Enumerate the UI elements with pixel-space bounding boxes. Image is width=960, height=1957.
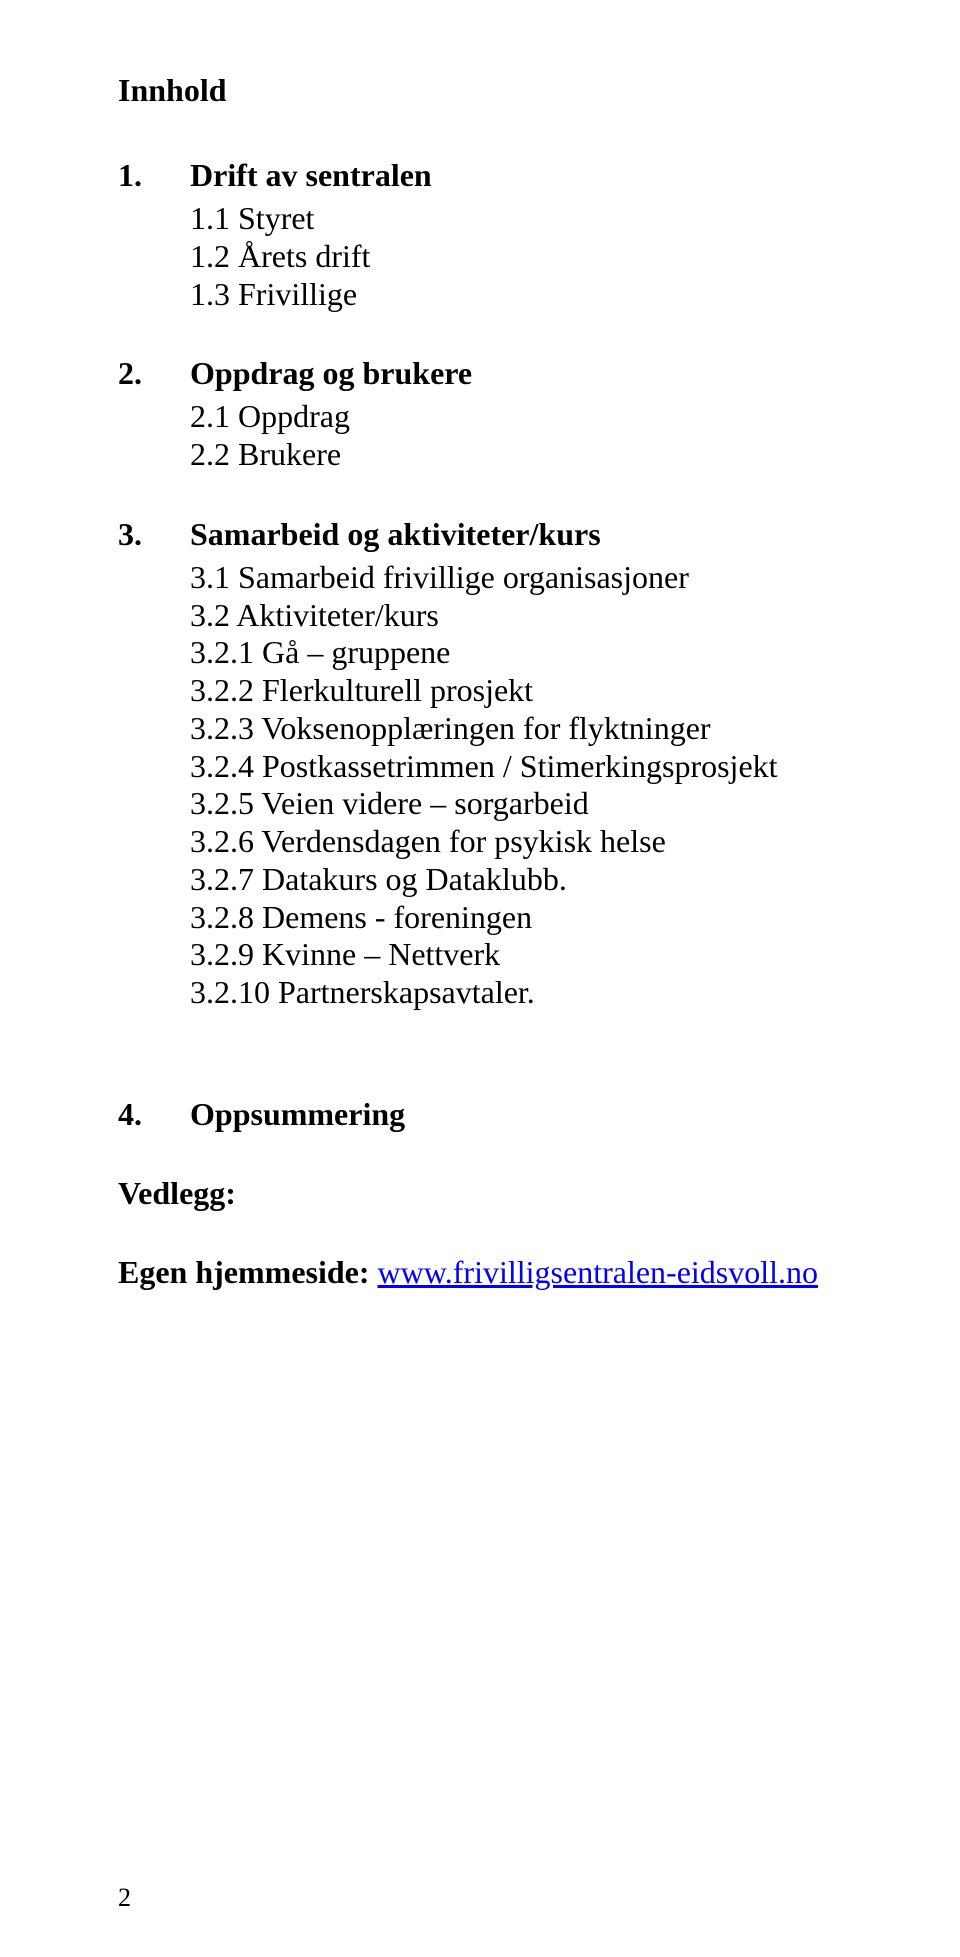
toc-section-heading: 2. Oppdrag og brukere [118, 355, 850, 392]
toc-sub-item: 3.2 Aktiviteter/kurs [190, 597, 850, 635]
toc-subsub-item: 3.2.7 Datakurs og Dataklubb. [190, 861, 850, 899]
toc-subsub-item: 3.2.4 Postkassetrimmen / Stimerkingspros… [190, 748, 850, 786]
toc-section-number: 1. [118, 157, 190, 194]
toc-section-label: Oppdrag og brukere [190, 355, 472, 392]
toc-subsub-item: 3.2.1 Gå – gruppene [190, 634, 850, 672]
toc-section-number: 4. [118, 1096, 190, 1133]
toc-subsub-item: 3.2.8 Demens - foreningen [190, 899, 850, 937]
attachment-prefix: Egen hjemmeside: [118, 1254, 378, 1290]
toc-section-label: Samarbeid og aktiviteter/kurs [190, 516, 601, 553]
page-title: Innhold [118, 72, 850, 109]
homepage-link[interactable]: www.frivilligsentralen-eidsvoll.no [378, 1254, 819, 1290]
page-number: 2 [118, 1883, 131, 1913]
toc-subsub-list: 3.2.1 Gå – gruppene 3.2.2 Flerkulturell … [118, 634, 850, 1012]
toc-section-number: 2. [118, 355, 190, 392]
toc-subsub-item: 3.2.2 Flerkulturell prosjekt [190, 672, 850, 710]
toc-sub-item: 1.1 Styret [190, 200, 850, 238]
toc-sub-item: 2.1 Oppdrag [190, 398, 850, 436]
toc-subsub-item: 3.2.3 Voksenopplæringen for flyktninger [190, 710, 850, 748]
attachment-heading: Vedlegg: [118, 1175, 850, 1212]
toc-subsub-item: 3.2.6 Verdensdagen for psykisk helse [190, 823, 850, 861]
document-page: Innhold 1. Drift av sentralen 1.1 Styret… [0, 0, 960, 1957]
toc-subsub-item: 3.2.10 Partnerskapsavtaler. [190, 974, 850, 1012]
toc-sub-item: 3.1 Samarbeid frivillige organisasjoner [190, 559, 850, 597]
toc-section-heading: 1. Drift av sentralen [118, 157, 850, 194]
toc-subsub-item: 3.2.9 Kvinne – Nettverk [190, 936, 850, 974]
toc-section: 2. Oppdrag og brukere 2.1 Oppdrag 2.2 Br… [118, 355, 850, 474]
toc-section-number: 3. [118, 516, 190, 553]
toc-sub-item: 1.2 Årets drift [190, 238, 850, 276]
toc-section-heading: 4. Oppsummering [118, 1096, 850, 1133]
attachment-line: Egen hjemmeside: www.frivilligsentralen-… [118, 1254, 850, 1291]
toc-section-label: Drift av sentralen [190, 157, 432, 194]
toc-section: 3. Samarbeid og aktiviteter/kurs 3.1 Sam… [118, 516, 850, 1012]
toc-sub-item: 1.3 Frivillige [190, 276, 850, 314]
toc-sub-item: 2.2 Brukere [190, 436, 850, 474]
toc-subsub-item: 3.2.5 Veien videre – sorgarbeid [190, 785, 850, 823]
attachment-block: Vedlegg: Egen hjemmeside: www.frivilligs… [118, 1175, 850, 1291]
toc-section-label: Oppsummering [190, 1096, 405, 1133]
toc-sub-list: 2.1 Oppdrag 2.2 Brukere [118, 398, 850, 474]
toc-section-heading: 3. Samarbeid og aktiviteter/kurs [118, 516, 850, 553]
toc-sub-list: 1.1 Styret 1.2 Årets drift 1.3 Frivillig… [118, 200, 850, 313]
toc-sub-list: 3.1 Samarbeid frivillige organisasjoner … [118, 559, 850, 635]
toc-section: 1. Drift av sentralen 1.1 Styret 1.2 Åre… [118, 157, 850, 313]
toc-section: 4. Oppsummering [118, 1096, 850, 1133]
